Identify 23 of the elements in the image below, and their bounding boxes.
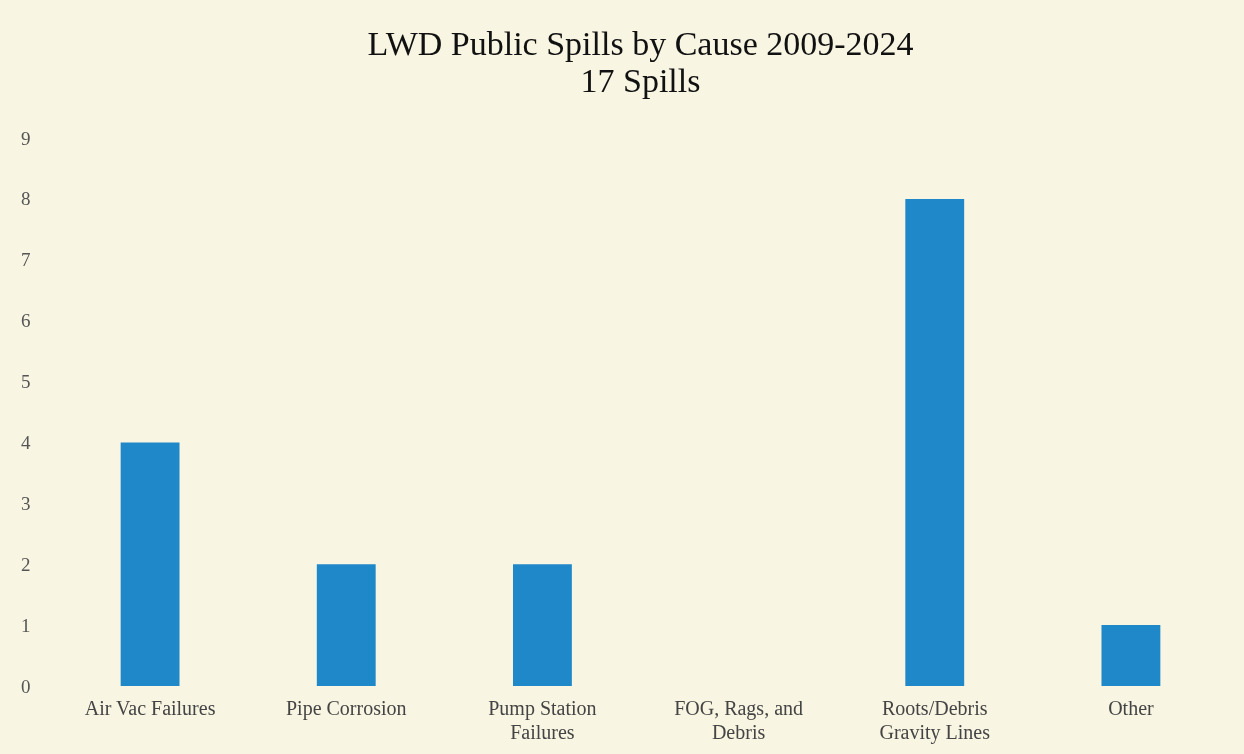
- bar: [512, 564, 572, 686]
- chart-title: LWD Public Spills by Cause 2009-2024: [367, 25, 914, 62]
- y-tick-label: 9: [21, 127, 31, 149]
- x-tick-label: Air Vac Failures: [84, 696, 216, 719]
- bar: [120, 442, 180, 686]
- y-tick-label: 1: [21, 614, 31, 636]
- x-tick-label: FOG, Rags, and Debris: [674, 696, 804, 743]
- y-tick-label: 5: [21, 371, 31, 393]
- bar: [1101, 625, 1161, 686]
- x-tick-label: Pipe Corrosion: [285, 696, 407, 720]
- y-tick-label: 8: [21, 188, 31, 210]
- x-tick-label: Other: [1108, 696, 1155, 719]
- bar: [316, 564, 376, 686]
- y-tick-label: 0: [21, 675, 31, 697]
- y-tick-label: 2: [21, 553, 31, 575]
- chart-subtitle: 17 Spills: [580, 62, 701, 99]
- x-tick-label: Roots/Debris Gravity Lines: [879, 696, 991, 744]
- y-tick-label: 4: [21, 431, 31, 453]
- y-tick-label: 6: [21, 310, 31, 332]
- bar: [905, 198, 965, 686]
- y-tick-label: 3: [21, 492, 31, 514]
- y-tick-label: 7: [21, 249, 31, 271]
- x-tick-label: Pump Station Failures: [488, 696, 597, 743]
